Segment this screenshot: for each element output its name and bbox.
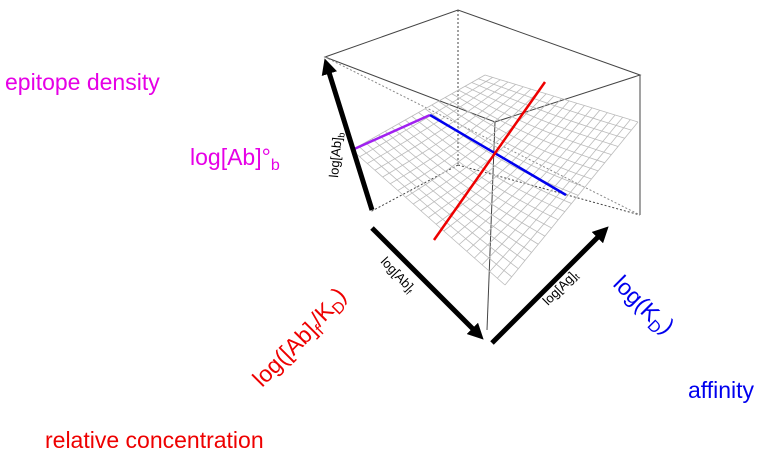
axis-label: log[Ab]f <box>377 254 419 297</box>
affinity-label: affinity <box>688 377 755 403</box>
grid-line <box>489 117 624 272</box>
grid-line <box>431 104 585 188</box>
concentration-formula: log([Ab]f/KD) <box>244 282 356 394</box>
grid-line <box>444 97 599 172</box>
grid-line <box>365 142 519 270</box>
cube-edge <box>457 164 641 216</box>
grid-line <box>443 102 578 232</box>
grid-line <box>451 105 585 239</box>
grid-line <box>497 119 631 279</box>
grid-line <box>382 84 516 178</box>
arrow-ab-free <box>370 226 484 340</box>
cube-top <box>323 9 642 123</box>
grid-line <box>458 107 593 245</box>
axis-label: log[Ab]b <box>326 132 347 179</box>
grid-line <box>404 119 559 221</box>
curves <box>351 81 567 241</box>
ab-bound-max-label: log[Ab]°b <box>190 144 280 174</box>
affinity-formula: log(KD) <box>606 269 680 343</box>
affinity-line <box>429 113 567 197</box>
subscript: f <box>404 288 413 297</box>
grid-line <box>367 79 501 164</box>
grid-line <box>438 100 592 180</box>
grid-line <box>504 121 639 286</box>
arrow-ag-total <box>490 226 609 345</box>
label-text: log([Ab] <box>247 317 321 391</box>
cube-edge <box>324 56 641 216</box>
grid-line <box>471 82 625 139</box>
axes-arrows <box>321 58 609 345</box>
grid-line <box>478 78 632 131</box>
grid-line <box>391 127 546 237</box>
grid-line <box>484 74 639 123</box>
grid-line <box>435 100 570 225</box>
subscript: t <box>573 272 582 281</box>
epitope-density-label: epitope density <box>5 69 160 95</box>
grid-line <box>464 85 619 147</box>
concentration-line <box>432 81 547 241</box>
grid-line <box>451 93 605 164</box>
subscript: b <box>271 156 280 174</box>
label-text: log[Ab]° <box>190 144 271 170</box>
surface-grid <box>351 74 639 286</box>
relative-concentration-label: relative concentration <box>45 427 264 453</box>
grid-line <box>474 112 608 259</box>
grid-line <box>466 109 601 252</box>
subscript: b <box>336 132 346 138</box>
grid-line <box>428 98 562 218</box>
grid-line <box>458 89 612 155</box>
label-text: log[Ab] <box>326 137 344 179</box>
arrow-ab-bound <box>321 58 375 211</box>
epitope-density-line <box>351 113 431 152</box>
grid-line <box>481 114 616 266</box>
